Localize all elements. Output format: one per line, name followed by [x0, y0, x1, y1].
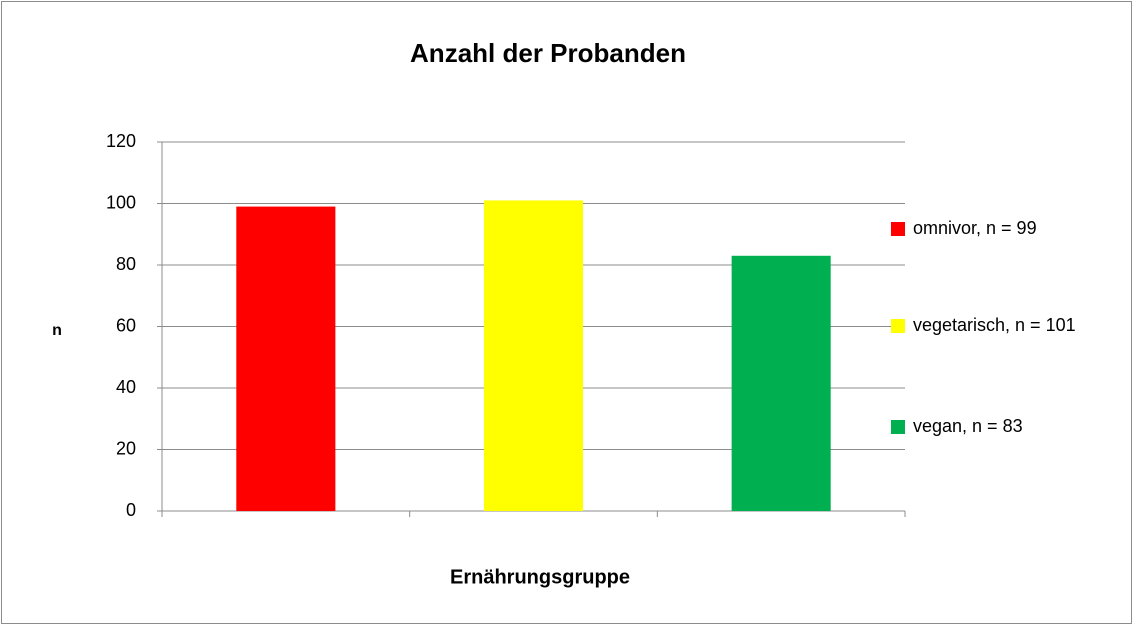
legend-swatch: [891, 222, 905, 236]
y-tick-label: 80: [116, 254, 136, 274]
y-axis-label: n: [52, 322, 62, 339]
y-tick-label: 60: [116, 315, 136, 335]
y-tick-label: 20: [116, 438, 136, 458]
y-tick-label: 0: [126, 500, 136, 520]
legend-label: vegetarisch, n = 101: [913, 315, 1076, 335]
x-axis-label: Ernährungsgruppe: [450, 566, 630, 588]
y-tick-label: 40: [116, 377, 136, 397]
bar: [483, 200, 584, 512]
legend-label: vegan, n = 83: [913, 416, 1023, 436]
y-tick-label: 120: [106, 131, 136, 151]
legend-label: omnivor, n = 99: [913, 218, 1037, 238]
legend-swatch: [891, 420, 905, 434]
legend-swatch: [891, 319, 905, 333]
y-tick-label: 100: [106, 192, 136, 212]
bar: [731, 255, 831, 511]
bar: [236, 206, 336, 511]
chart-title: Anzahl der Probanden: [410, 38, 686, 68]
